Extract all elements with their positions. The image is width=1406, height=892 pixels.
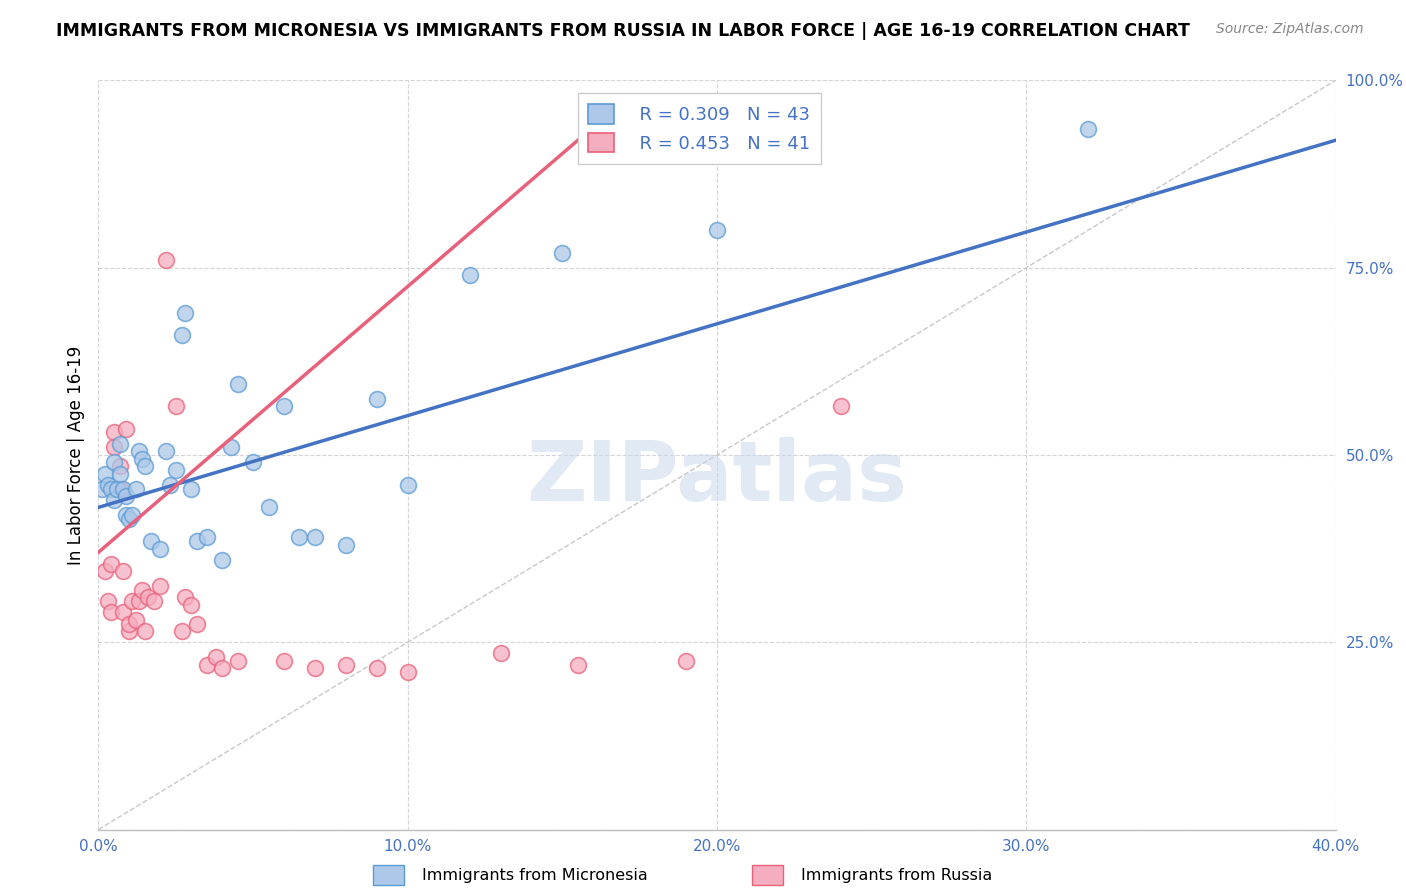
Point	[149, 541, 172, 556]
Point	[180, 482, 202, 496]
Point	[165, 463, 187, 477]
Point	[131, 451, 153, 466]
Point	[567, 657, 589, 672]
Point	[159, 478, 181, 492]
Point	[143, 594, 166, 608]
Point	[335, 657, 357, 672]
Point	[205, 650, 228, 665]
Point	[366, 661, 388, 675]
Point	[103, 492, 125, 507]
Point	[115, 508, 138, 522]
Point	[93, 467, 115, 481]
Point	[1077, 122, 1099, 136]
Point	[675, 654, 697, 668]
Point	[115, 489, 138, 503]
Point	[108, 482, 131, 496]
Point	[128, 594, 150, 608]
Point	[124, 482, 146, 496]
Y-axis label: In Labor Force | Age 16-19: In Labor Force | Age 16-19	[66, 345, 84, 565]
Point	[242, 455, 264, 469]
Point	[108, 436, 131, 450]
Point	[170, 328, 193, 343]
Point	[273, 399, 295, 413]
Point	[103, 425, 125, 440]
Text: Immigrants from Micronesia: Immigrants from Micronesia	[422, 869, 648, 883]
Point	[396, 665, 419, 680]
Point	[118, 616, 141, 631]
Point	[304, 530, 326, 544]
Legend:   R = 0.309   N = 43,   R = 0.453   N = 41: R = 0.309 N = 43, R = 0.453 N = 41	[578, 93, 821, 163]
Point	[195, 530, 218, 544]
Point	[195, 657, 218, 672]
Point	[100, 557, 122, 571]
Point	[93, 564, 115, 578]
Point	[112, 605, 135, 619]
Point	[121, 594, 143, 608]
Point	[165, 399, 187, 413]
Point	[186, 534, 208, 549]
Point	[226, 654, 249, 668]
Point	[180, 598, 202, 612]
Point	[174, 591, 197, 605]
Point	[273, 654, 295, 668]
Point	[97, 478, 120, 492]
Point	[170, 624, 193, 638]
Point	[288, 530, 311, 544]
Text: ZIPatlas: ZIPatlas	[527, 437, 907, 518]
Point	[174, 305, 197, 319]
Point	[366, 392, 388, 406]
Point	[105, 482, 128, 496]
Point	[226, 376, 249, 391]
Point	[830, 399, 852, 413]
Text: IMMIGRANTS FROM MICRONESIA VS IMMIGRANTS FROM RUSSIA IN LABOR FORCE | AGE 16-19 : IMMIGRANTS FROM MICRONESIA VS IMMIGRANTS…	[56, 22, 1189, 40]
Text: Immigrants from Russia: Immigrants from Russia	[801, 869, 993, 883]
Point	[124, 613, 146, 627]
Point	[155, 253, 177, 268]
Point	[128, 444, 150, 458]
Point	[211, 661, 233, 675]
Point	[551, 245, 574, 260]
Point	[149, 579, 172, 593]
Point	[118, 511, 141, 525]
Point	[100, 482, 122, 496]
Point	[134, 624, 156, 638]
Point	[105, 482, 128, 496]
Point	[97, 594, 120, 608]
Point	[90, 482, 112, 496]
Point	[112, 564, 135, 578]
Point	[396, 478, 419, 492]
Point	[489, 647, 512, 661]
Point	[458, 268, 481, 282]
Point	[155, 444, 177, 458]
Point	[112, 482, 135, 496]
Point	[186, 616, 208, 631]
Point	[134, 459, 156, 474]
Point	[335, 538, 357, 552]
Point	[100, 605, 122, 619]
Point	[257, 500, 280, 515]
Point	[108, 467, 131, 481]
Point	[115, 422, 138, 436]
Point	[139, 534, 162, 549]
Point	[221, 441, 243, 455]
Point	[103, 441, 125, 455]
Point	[706, 223, 728, 237]
Point	[304, 661, 326, 675]
Point	[118, 624, 141, 638]
Point	[103, 455, 125, 469]
Point	[131, 582, 153, 597]
Point	[108, 459, 131, 474]
Point	[211, 553, 233, 567]
Point	[136, 591, 159, 605]
Point	[121, 508, 143, 522]
Text: Source: ZipAtlas.com: Source: ZipAtlas.com	[1216, 22, 1364, 37]
